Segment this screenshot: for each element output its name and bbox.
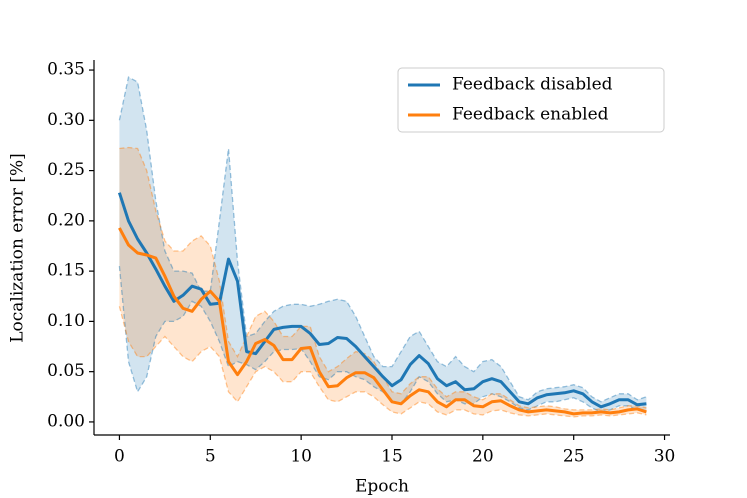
y-tick-label: 0.25 [47, 160, 85, 180]
y-tick-label: 0.05 [47, 361, 85, 381]
legend: Feedback disabled Feedback enabled [397, 67, 665, 133]
y-tick-label: 0.10 [47, 311, 85, 331]
x-axis-label: Epoch [355, 477, 409, 497]
x-tick-label: 20 [472, 447, 494, 467]
series-line [117, 192, 647, 409]
x-tick-label: 25 [563, 447, 585, 467]
band-edge [118, 76, 647, 403]
y-tick-label: 0.35 [47, 60, 85, 80]
y-axis-label: Localization error [%] [8, 153, 28, 343]
band-edge [118, 306, 647, 418]
legend-frame [397, 67, 665, 133]
x-tick-label: 15 [381, 447, 403, 467]
legend-label: Feedback disabled [452, 75, 613, 95]
legend-label: Feedback enabled [452, 105, 609, 125]
series-line [118, 227, 647, 416]
y-tick-label: 0.00 [47, 411, 85, 431]
x-tick-label: 10 [290, 447, 312, 467]
y-tick-label: 0.20 [47, 210, 85, 230]
y-tick-label: 0.15 [47, 261, 85, 281]
y-tick-label: 0.30 [47, 110, 85, 130]
x-tick-label: 5 [205, 447, 216, 467]
x-tick-label: 0 [114, 447, 125, 467]
x-tick-label: 30 [654, 447, 676, 467]
error-band [119, 77, 647, 412]
